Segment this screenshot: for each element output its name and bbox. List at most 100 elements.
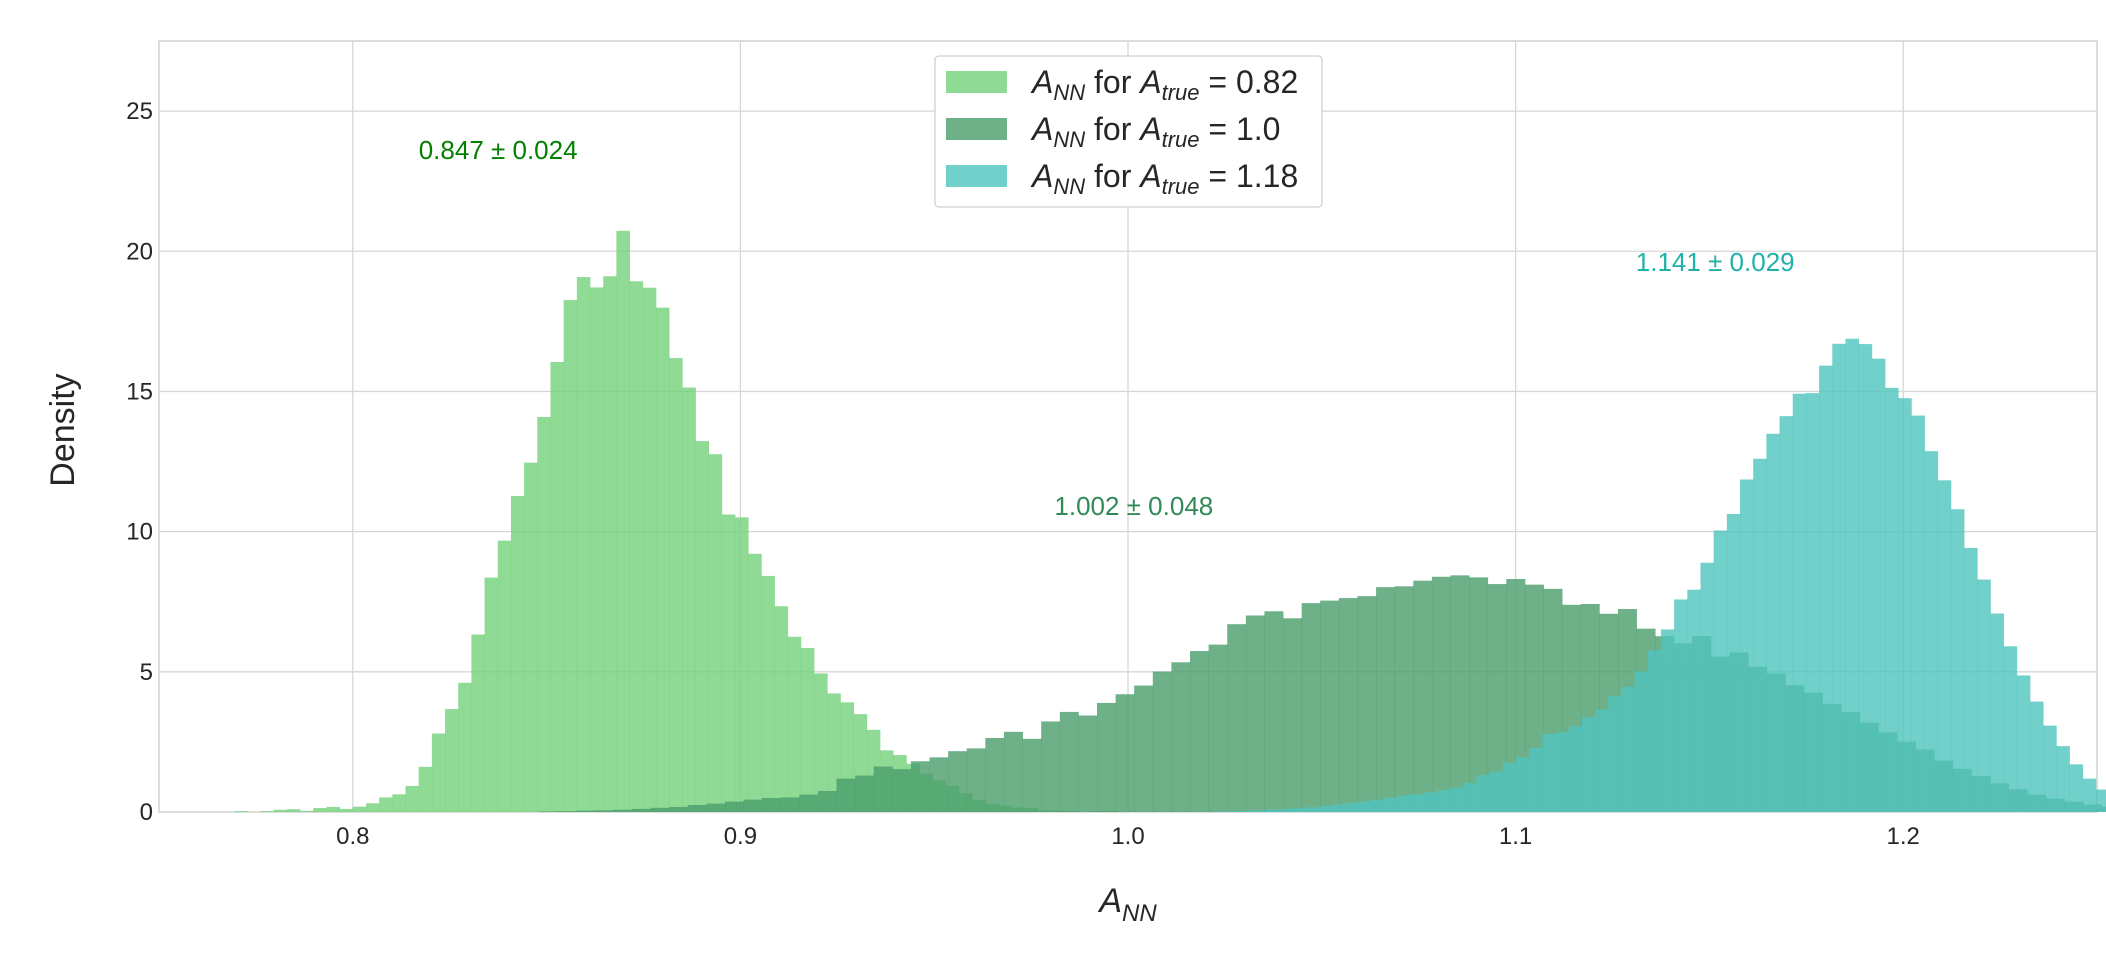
histogram-bar bbox=[1884, 387, 1899, 812]
legend-swatch bbox=[946, 118, 1007, 140]
histogram-bar bbox=[1871, 358, 1886, 812]
histogram-bar bbox=[1041, 721, 1061, 812]
histogram-bar bbox=[1331, 804, 1346, 812]
histogram-bar bbox=[2095, 789, 2106, 812]
histogram-bar bbox=[682, 387, 696, 812]
histogram-bar bbox=[2082, 778, 2097, 812]
histogram-bar bbox=[392, 794, 406, 812]
y-tick-label: 10 bbox=[126, 519, 153, 546]
histogram-bar bbox=[762, 797, 782, 812]
histogram-bar bbox=[1542, 734, 1556, 812]
histogram-bar bbox=[313, 808, 327, 812]
histogram-bar bbox=[352, 806, 367, 812]
histogram-bar bbox=[1059, 711, 1079, 812]
histogram-bar bbox=[418, 766, 433, 812]
histogram-bar bbox=[1964, 547, 1978, 812]
histogram-bar bbox=[724, 801, 744, 812]
histogram-bar bbox=[1318, 806, 1332, 812]
x-tick-label: 1.1 bbox=[1499, 823, 1532, 850]
histogram-bar bbox=[743, 799, 763, 812]
histogram-bar bbox=[1344, 802, 1359, 812]
histogram-bar bbox=[780, 797, 800, 812]
series-1-annotation: 0.847 ± 0.024 bbox=[419, 135, 578, 165]
histogram-bar bbox=[1529, 747, 1543, 812]
histogram-bar bbox=[603, 276, 617, 813]
histogram-bar bbox=[1898, 398, 1912, 812]
histogram-bar bbox=[1450, 787, 1464, 812]
histogram-bar bbox=[800, 647, 815, 812]
histogram-bar bbox=[892, 769, 912, 812]
histogram-bar bbox=[431, 733, 446, 812]
histogram-bar bbox=[484, 577, 499, 812]
histogram-bar bbox=[1252, 810, 1266, 812]
legend: ANN for Atrue = 0.82 ANN for Atrue = 1.0 A… bbox=[934, 55, 1323, 208]
histogram-bar bbox=[1555, 732, 1570, 812]
histogram-bar bbox=[721, 514, 736, 812]
histogram-bar bbox=[2016, 675, 2031, 812]
histogram-bar bbox=[1581, 717, 1596, 812]
histogram-bar bbox=[1463, 783, 1477, 812]
histogram-bar bbox=[1621, 686, 1635, 812]
histogram-bar bbox=[966, 748, 986, 812]
histogram-bar bbox=[365, 803, 380, 812]
x-axis-label-sub: NN bbox=[1122, 900, 1157, 927]
histogram-bar bbox=[1357, 801, 1372, 812]
histogram-bar bbox=[1740, 479, 1754, 812]
histogram-bar bbox=[1208, 644, 1228, 812]
y-tick-label: 25 bbox=[126, 98, 153, 125]
x-tick-label: 0.9 bbox=[724, 823, 757, 850]
histogram-bar bbox=[1792, 393, 1807, 812]
histogram-bar bbox=[1977, 579, 1991, 812]
histogram-bar bbox=[590, 287, 604, 812]
histogram-bar bbox=[1647, 650, 1662, 812]
histogram-bar bbox=[1674, 599, 1688, 812]
histogram-bar bbox=[748, 553, 762, 812]
histogram-bar bbox=[2069, 764, 2084, 812]
histogram-bar bbox=[260, 811, 275, 812]
histogram-bar bbox=[1911, 415, 1925, 812]
annotations: 0.847 ± 0.024 1.002 ± 0.048 1.141 ± 0.029 bbox=[419, 135, 1795, 521]
histogram-bar bbox=[669, 358, 683, 812]
histogram-bar bbox=[613, 809, 633, 812]
histogram-bar bbox=[774, 606, 789, 812]
histogram-bar bbox=[273, 809, 288, 812]
histogram-bar bbox=[1950, 509, 1965, 812]
histogram-bar bbox=[1371, 799, 1385, 812]
histogram-bar bbox=[1305, 807, 1319, 812]
legend-frame bbox=[934, 55, 1323, 208]
histogram-bar bbox=[706, 803, 726, 812]
histogram-bar bbox=[1357, 596, 1377, 812]
y-tick-label: 15 bbox=[126, 378, 153, 405]
histogram-bar bbox=[631, 808, 651, 812]
x-axis-label-main: A bbox=[1097, 882, 1122, 920]
histogram-bar bbox=[379, 797, 393, 812]
legend-entry: ANN for Atrue = 1.0 bbox=[1030, 111, 1280, 152]
histogram-bar bbox=[557, 811, 577, 812]
histogram-bar bbox=[836, 778, 856, 812]
histogram-bar bbox=[655, 307, 670, 812]
histogram-bar bbox=[1924, 451, 1939, 812]
histogram-bar bbox=[524, 462, 538, 812]
histogram-bar bbox=[1858, 344, 1873, 812]
svg-text:ANN: ANN bbox=[1097, 882, 1157, 927]
histogram-bar bbox=[1608, 695, 1622, 812]
histogram-bar bbox=[1239, 810, 1253, 812]
histogram-bar bbox=[537, 416, 551, 812]
y-tick-labels: 0 5 10 15 20 25 bbox=[126, 98, 153, 826]
legend-swatch bbox=[946, 165, 1007, 187]
histogram-bar bbox=[550, 362, 565, 812]
histogram-bar bbox=[2043, 725, 2057, 812]
histogram-bar bbox=[734, 517, 749, 812]
histogram-bar bbox=[1753, 458, 1767, 812]
histogram-bar bbox=[799, 794, 819, 812]
series-1-bars bbox=[234, 230, 1118, 813]
histogram-bar bbox=[929, 757, 949, 812]
histogram-bar bbox=[1394, 586, 1414, 812]
histogram-bar bbox=[1096, 702, 1116, 812]
histogram-bar bbox=[1779, 416, 1794, 812]
histogram-bar bbox=[650, 807, 670, 812]
histogram-bar bbox=[1338, 598, 1358, 812]
histogram-bar bbox=[642, 287, 657, 813]
histogram-bar bbox=[1264, 611, 1284, 812]
